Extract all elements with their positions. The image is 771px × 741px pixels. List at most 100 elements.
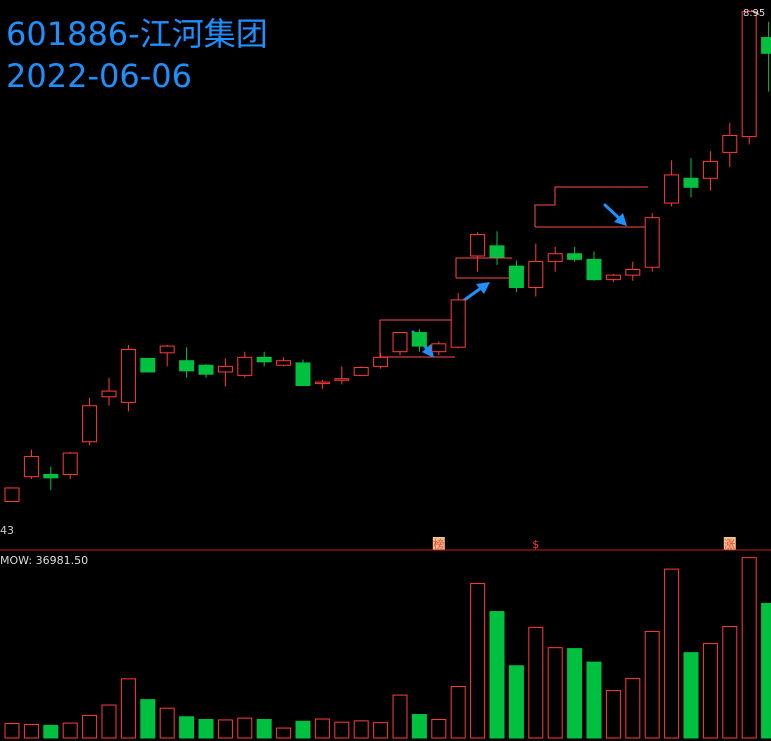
candle — [62, 451, 78, 479]
volume-bar — [334, 721, 350, 739]
volume-bar — [392, 694, 408, 739]
volume-bar — [644, 630, 660, 739]
arrow-2 — [461, 286, 483, 303]
breakout-box-1 — [379, 319, 455, 357]
volume-indicator-label: MOW: 36981.50 — [0, 554, 88, 567]
volume-bar — [198, 718, 214, 739]
breakout-box-3 — [534, 186, 648, 227]
max-price-label: 8.95 — [743, 8, 765, 19]
max-price-leader — [750, 10, 760, 15]
candle-body — [547, 253, 563, 263]
event-marker-text: 榜 — [433, 537, 444, 551]
volume-layer — [4, 557, 771, 739]
candle — [508, 260, 524, 293]
candle — [586, 251, 602, 281]
candle — [43, 466, 59, 491]
candle-body — [159, 345, 175, 354]
candle-body — [256, 356, 272, 363]
candle-body — [644, 217, 660, 268]
event-marker: $ — [532, 538, 539, 551]
candle — [198, 364, 214, 378]
arrow-1-head — [422, 344, 434, 358]
candle — [702, 151, 718, 191]
candle-body — [120, 348, 136, 403]
candle — [644, 213, 660, 272]
volume-bar — [547, 647, 563, 739]
arrow-3 — [603, 203, 622, 221]
candle-body — [392, 332, 408, 353]
candle — [217, 358, 233, 387]
volume-bar — [256, 718, 272, 739]
candle — [547, 246, 563, 272]
candle — [159, 344, 175, 367]
candle-body — [82, 405, 98, 443]
candle-body — [567, 253, 583, 260]
candle-body — [508, 265, 524, 289]
candle-body — [62, 452, 78, 475]
volume-bar — [664, 568, 680, 739]
volume-bar — [101, 704, 117, 739]
event-marker: 榜 — [432, 537, 445, 551]
volume-bar — [489, 611, 505, 739]
candle-body — [198, 364, 214, 375]
volume-bar — [702, 643, 718, 739]
volume-bar — [23, 723, 39, 739]
volume-bar — [237, 717, 253, 739]
volume-bar — [722, 625, 738, 739]
candle-body — [101, 390, 117, 398]
event-marker-text: 涨 — [724, 538, 735, 551]
candle-body — [334, 378, 350, 381]
candle — [392, 332, 408, 356]
candle — [373, 352, 389, 369]
candle-body — [470, 234, 486, 257]
candle — [237, 351, 253, 378]
volume-bar — [411, 714, 427, 739]
price-axis-label: 43 — [0, 524, 14, 537]
candle-body — [295, 362, 311, 386]
candle-body — [353, 366, 369, 376]
candle — [761, 21, 771, 92]
candle — [489, 231, 505, 265]
volume-bar — [4, 723, 20, 739]
volume-bar — [605, 690, 621, 739]
candle-body — [373, 356, 389, 367]
candles-layer — [4, 10, 771, 502]
candle-body — [605, 274, 621, 281]
volume-bar — [140, 699, 156, 739]
annotation-overlay — [379, 186, 650, 358]
candle — [411, 329, 427, 352]
candle-body — [528, 261, 544, 289]
candle-body — [43, 473, 59, 479]
candle — [605, 274, 621, 282]
candle — [4, 487, 20, 502]
candle — [741, 10, 757, 145]
candle-body — [179, 360, 195, 372]
event-marker-bg — [432, 537, 445, 550]
candle — [625, 261, 641, 281]
candle-body — [683, 177, 699, 188]
candle — [256, 351, 272, 367]
marks-layer: 榜 $ 涨 8.95 43 MOW: 36981.50 — [0, 8, 765, 567]
candle-body — [761, 37, 771, 54]
candle-body — [625, 269, 641, 276]
candle-body — [140, 357, 156, 373]
volume-bar — [373, 722, 389, 739]
candle-body — [431, 343, 447, 353]
candle-body — [4, 487, 20, 502]
stock-date: 2022-06-06 — [6, 57, 192, 95]
candle — [179, 347, 195, 378]
volume-bar — [741, 557, 757, 739]
volume-bar — [450, 686, 466, 739]
arrow-3-head — [614, 213, 627, 226]
candle-body — [664, 174, 680, 204]
arrow-2-head — [476, 282, 490, 294]
candle — [470, 232, 486, 272]
candle-body — [237, 356, 253, 376]
candle-body — [586, 258, 602, 281]
volume-bar — [82, 714, 98, 739]
volume-bar — [625, 677, 641, 739]
candle — [276, 357, 292, 367]
candle — [722, 123, 738, 168]
candle — [528, 243, 544, 297]
volume-bar — [586, 661, 602, 739]
